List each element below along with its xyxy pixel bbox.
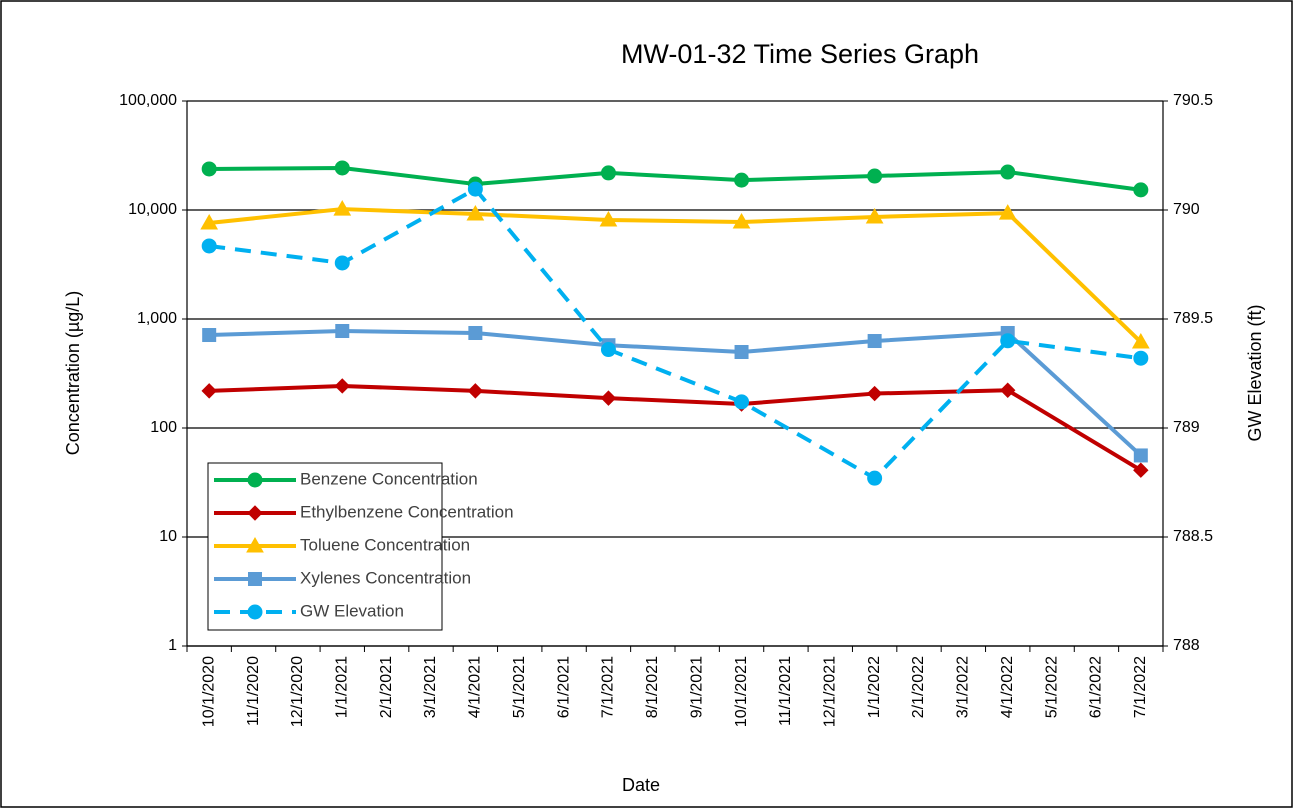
marker	[732, 212, 751, 229]
series-line	[208, 187, 1142, 481]
marker	[1133, 448, 1148, 463]
marker	[600, 390, 617, 406]
x-tick-label: 12/1/2021	[821, 656, 838, 727]
marker	[867, 168, 883, 184]
x-tick-label: 3/1/2021	[422, 656, 439, 718]
y-axis-title: Concentration (µg/L)	[63, 291, 83, 455]
marker	[599, 210, 618, 227]
marker	[734, 172, 750, 188]
marker	[201, 238, 217, 254]
marker	[734, 345, 749, 360]
marker	[1133, 462, 1149, 478]
y2-tick-label: 789.5	[1173, 310, 1213, 327]
legend-label: GW Elevation	[300, 601, 404, 620]
marker	[247, 604, 263, 620]
marker	[998, 204, 1017, 220]
x-tick-label: 4/1/2021	[467, 656, 484, 718]
marker	[467, 181, 483, 197]
x-axis-title: Date	[622, 775, 660, 795]
legend-box	[207, 462, 443, 631]
marker	[334, 160, 350, 176]
marker	[248, 572, 262, 586]
x-tick-label: 1/1/2022	[866, 656, 883, 718]
marker	[1000, 164, 1016, 180]
marker	[334, 378, 350, 394]
marker	[468, 325, 483, 340]
x-tick-label: 7/1/2022	[1132, 656, 1149, 718]
x-tick-label: 7/1/2021	[600, 656, 617, 718]
marker	[201, 161, 217, 177]
y-tick-label: 1	[168, 637, 177, 654]
x-tick-label: 1/1/2021	[333, 656, 350, 718]
series-line	[209, 383, 1142, 472]
legend-label: Xylenes Concentration	[300, 568, 471, 587]
y-tick-label: 10	[159, 528, 177, 545]
marker	[600, 165, 616, 181]
x-tick-label: 11/1/2020	[245, 656, 262, 726]
y2-tick-label: 789	[1173, 419, 1200, 436]
x-tick-label: 4/1/2022	[999, 656, 1016, 718]
x-tick-label: 9/1/2021	[688, 656, 705, 718]
x-tick-label: 12/1/2020	[289, 656, 306, 727]
marker	[335, 324, 350, 339]
chart-title: MW-01-32 Time Series Graph	[621, 39, 979, 69]
y-tick-label: 1,000	[137, 310, 177, 327]
y2-axis-title: GW Elevation (ft)	[1245, 304, 1265, 441]
x-tick-label: 8/1/2021	[644, 656, 661, 718]
y2-tick-label: 790.5	[1173, 92, 1213, 109]
marker	[333, 200, 352, 216]
marker	[600, 342, 616, 358]
y2-tick-label: 788	[1173, 637, 1200, 654]
series-line	[208, 207, 1143, 344]
x-tick-label: 11/1/2021	[777, 656, 794, 726]
series-line	[209, 165, 1142, 192]
marker	[201, 383, 217, 399]
marker	[734, 394, 750, 410]
x-tick-label: 2/1/2021	[378, 656, 395, 718]
y2-tick-label: 790	[1173, 201, 1200, 218]
marker	[246, 536, 264, 553]
marker	[247, 472, 263, 488]
legend-label: Toluene Concentration	[300, 535, 470, 554]
marker	[866, 385, 883, 402]
marker	[202, 328, 217, 343]
y-tick-label: 100,000	[119, 92, 177, 109]
marker	[200, 213, 219, 230]
x-tick-label: 2/1/2022	[910, 656, 927, 718]
x-tick-label: 10/1/2020	[200, 656, 217, 727]
y-tick-label: 10,000	[128, 201, 177, 218]
marker	[1000, 382, 1016, 398]
x-tick-label: 10/1/2021	[733, 656, 750, 727]
series-line	[209, 329, 1143, 457]
x-tick-label: 5/1/2021	[511, 656, 528, 718]
marker	[247, 505, 263, 521]
marker	[467, 383, 484, 399]
marker	[1133, 182, 1149, 198]
marker	[1000, 333, 1016, 349]
y2-tick-label: 788.5	[1173, 528, 1213, 545]
x-tick-label: 3/1/2022	[955, 656, 972, 718]
x-tick-label: 5/1/2022	[1043, 656, 1060, 718]
legend-label: Benzene Concentration	[300, 469, 478, 488]
marker	[334, 255, 350, 271]
y-tick-label: 100	[150, 419, 177, 436]
x-tick-label: 6/1/2021	[555, 656, 572, 718]
marker	[865, 207, 884, 224]
marker	[867, 470, 883, 486]
x-tick-label: 6/1/2022	[1088, 656, 1105, 718]
marker	[466, 204, 485, 221]
legend-label: Ethylbenzene Concentration	[300, 502, 514, 521]
marker	[1133, 350, 1149, 366]
marker	[867, 334, 882, 349]
marker	[1131, 333, 1150, 349]
